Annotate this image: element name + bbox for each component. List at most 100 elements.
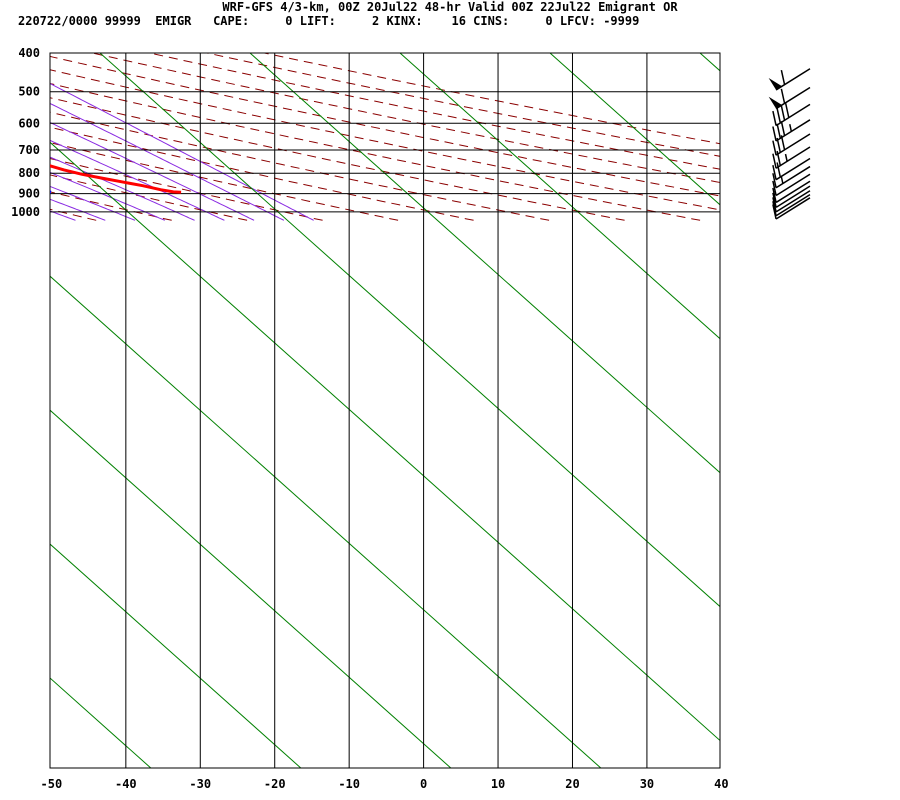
dry-adiabat [147, 53, 720, 170]
wind-barb [772, 157, 811, 181]
y-tick-label: 400 [18, 46, 40, 60]
mixing-ratio-line [249, 53, 720, 474]
barb-half-feather [784, 153, 788, 162]
dry-adiabat [50, 142, 399, 221]
barb-staff [775, 133, 811, 156]
barb-feather [772, 180, 777, 196]
x-tick-label: 20 [565, 777, 579, 791]
dry-adiabat [50, 126, 474, 221]
barb-feather [780, 105, 786, 121]
y-tick-label: 500 [18, 85, 40, 99]
mixing-ratio-line [699, 53, 720, 72]
wind-barb [772, 173, 811, 197]
dry-adiabat [50, 111, 550, 221]
x-tick-label: -30 [189, 777, 211, 791]
wind-barb [772, 190, 811, 213]
wind-barb [772, 185, 811, 208]
profiles [50, 164, 182, 194]
dry-adiabat [50, 83, 701, 221]
dry-adiabat [50, 97, 625, 221]
moist-adiabat [50, 156, 195, 221]
barb-staff [775, 180, 811, 204]
barb-feather [772, 192, 777, 208]
mixing-ratio-line [50, 275, 602, 768]
y-tick-label: 1000 [11, 205, 40, 219]
y-tick-label: 800 [18, 166, 40, 180]
dry-adiabat [204, 53, 720, 157]
temperature-profile [50, 164, 182, 194]
x-tick-label: 30 [640, 777, 654, 791]
barb-pennant [768, 96, 783, 109]
mixing-ratio-line [50, 409, 452, 768]
wind-barb [772, 146, 811, 169]
barb-staff [775, 165, 811, 189]
mixing-ratio-line [850, 53, 900, 768]
moist-adiabat [50, 198, 106, 221]
barb-feather [772, 204, 777, 220]
barb-feather [780, 121, 786, 136]
y-tick-labels: 400 500 600 700 800 900 1000 [11, 46, 40, 219]
chart-title: WRF-GFS 4/3-km, 00Z 20Jul22 48-hr Valid … [222, 0, 678, 14]
mixing-ratio-line [50, 677, 152, 768]
barb-feather [772, 173, 777, 188]
x-tick-labels: -50 -40 -30 -20 -10 0 10 20 30 40 [41, 777, 729, 791]
barb-feather [772, 140, 777, 156]
station-indices-line: 220722/0000 99999 EMIGR CAPE: 0 LIFT: 2 … [18, 14, 640, 28]
wind-barb [772, 180, 811, 204]
barb-staff [775, 173, 811, 197]
barb-feather [776, 123, 782, 139]
wind-barb [772, 197, 811, 220]
moist-adiabat [50, 102, 285, 221]
y-tick-label: 900 [18, 187, 40, 201]
dry-adiabat [50, 69, 720, 211]
wind-barb [768, 86, 811, 110]
x-tick-label: -40 [115, 777, 137, 791]
moist-adiabat [50, 171, 165, 221]
moist-adiabat [50, 121, 255, 221]
barb-feather [772, 165, 777, 180]
barb-feather [772, 110, 777, 126]
barb-staff [775, 146, 811, 169]
barb-feather [772, 126, 777, 142]
moist-adiabat [50, 185, 136, 221]
wind-barb [772, 133, 811, 156]
mixing-ratio-line [50, 543, 302, 768]
barb-feather [780, 88, 786, 104]
moist-adiabat [50, 82, 314, 221]
x-tick-label: 10 [491, 777, 505, 791]
barb-feather [772, 197, 777, 213]
x-tick-label: -20 [264, 777, 286, 791]
barb-feather [776, 162, 782, 178]
mixing-ratio-line [399, 53, 720, 340]
wind-barbs [768, 68, 811, 220]
y-tick-label: 700 [18, 143, 40, 157]
x-tick-label: -10 [338, 777, 360, 791]
background-lines [0, 49, 900, 768]
grid-lines [50, 53, 720, 768]
barb-feather [776, 137, 782, 153]
barb-staff [775, 190, 811, 213]
wind-barb [768, 68, 811, 91]
wind-barb [772, 165, 811, 189]
barb-staff [775, 197, 811, 220]
barb-half-feather [780, 176, 784, 184]
barb-half-feather [789, 124, 793, 132]
mixing-ratio-line [50, 141, 720, 742]
barb-feather [776, 108, 782, 124]
barb-staff [775, 193, 811, 217]
barb-feather [780, 135, 786, 151]
x-tick-label: -50 [41, 777, 63, 791]
barb-pennant [768, 78, 783, 90]
barb-staff [775, 185, 811, 208]
x-tick-label: 40 [714, 777, 728, 791]
x-tick-label: 0 [420, 777, 427, 791]
barb-feather [780, 69, 786, 85]
mixing-ratio-line [549, 53, 720, 206]
moist-adiabat [50, 139, 225, 221]
dry-adiabat [50, 55, 720, 197]
dry-adiabat [50, 208, 97, 221]
y-tick-label: 600 [18, 116, 40, 130]
moist-adiabat [0, 49, 16, 221]
plot-frame [49, 52, 721, 769]
